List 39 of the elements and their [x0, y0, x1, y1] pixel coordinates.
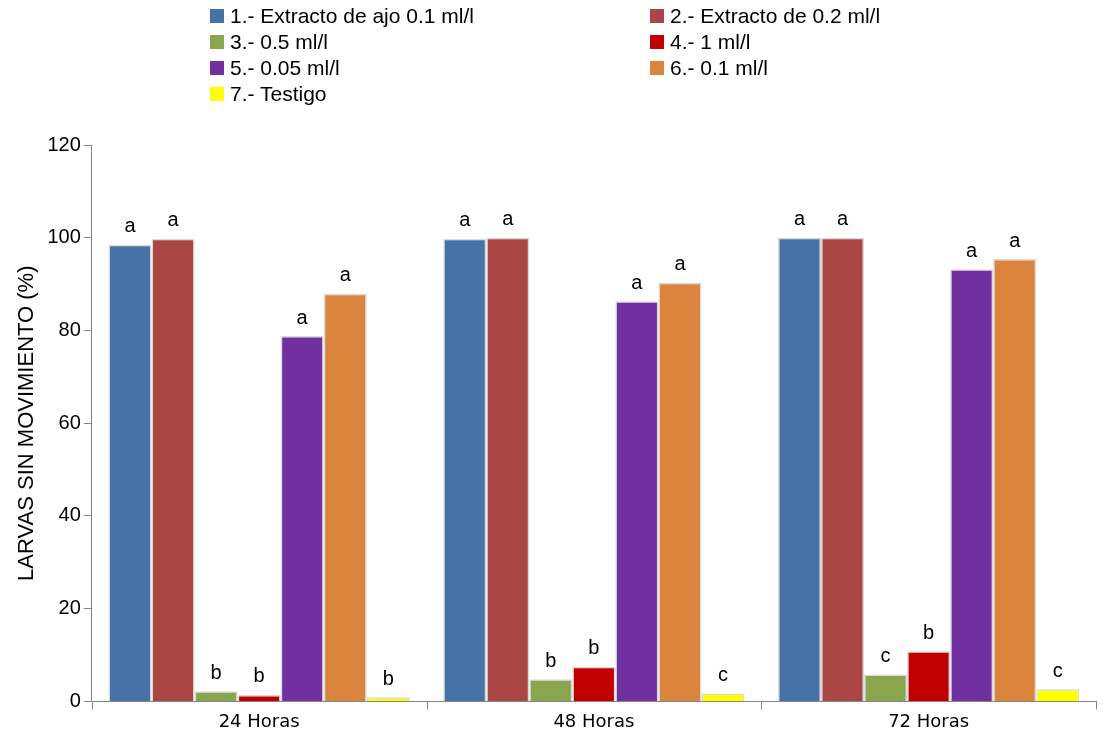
y-tick-label: 60 — [58, 410, 81, 433]
x-tick-label: 24 Horas — [218, 709, 300, 731]
data-label: b — [210, 660, 222, 683]
data-label: b — [545, 648, 557, 671]
legend-label: 1.- Extracto de ajo 0.1 ml/l — [230, 4, 474, 28]
data-label: b — [382, 666, 394, 689]
legend-label: 2.- Extracto de 0.2 ml/l — [670, 4, 881, 28]
legend-label: 7.- Testigo — [230, 82, 327, 106]
legend-label: 6.- 0.1 ml/l — [670, 56, 769, 80]
legend-label: 3.- 0.5 ml/l — [230, 30, 329, 54]
data-label: a — [966, 238, 979, 261]
data-label: a — [631, 270, 644, 293]
data-label: a — [836, 207, 849, 230]
y-tick-label: 0 — [69, 688, 81, 711]
data-label: a — [167, 208, 180, 231]
data-label: a — [124, 214, 137, 237]
data-label: c — [880, 644, 891, 667]
x-tick-label: 48 Horas — [553, 709, 635, 731]
data-label: b — [253, 664, 265, 687]
data-label: a — [1009, 228, 1022, 251]
y-tick-label: 80 — [58, 317, 81, 340]
legend-label: 4.- 1 ml/l — [670, 30, 751, 54]
data-label: a — [502, 207, 515, 230]
data-label: a — [793, 207, 806, 230]
data-label: b — [923, 620, 935, 643]
y-tick-label: 40 — [58, 503, 81, 526]
data-label: a — [459, 208, 472, 231]
y-axis-title: LARVAS SIN MOVIMIENTO (%) — [13, 265, 39, 581]
y-tick-label: 120 — [47, 132, 81, 155]
data-label: a — [674, 252, 687, 275]
legend-label: 5.- 0.05 ml/l — [230, 56, 340, 80]
data-label: a — [296, 305, 309, 328]
y-tick-label: 100 — [47, 225, 81, 248]
data-label: c — [718, 663, 728, 686]
data-label: c — [1052, 658, 1063, 681]
x-tick-label: 72 Horas — [888, 709, 970, 731]
data-label: b — [588, 636, 600, 659]
y-tick-label: 20 — [58, 596, 81, 619]
data-label: a — [339, 263, 352, 286]
